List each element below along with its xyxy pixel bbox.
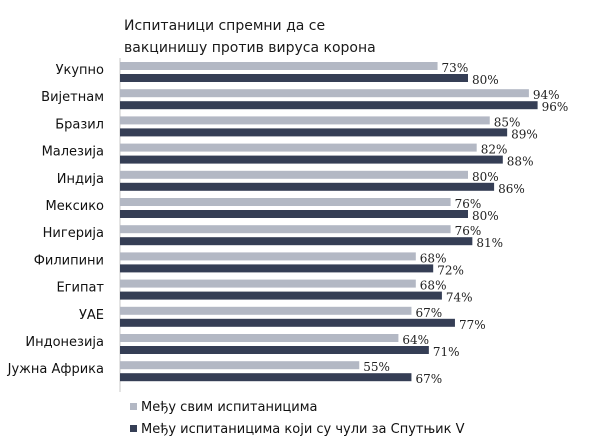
bar-all-respondents: [120, 252, 416, 261]
bars-group: Укупно 73%80%Вијетнам 94%96%Бразил 85%89%Ма…: [7, 61, 569, 386]
bar-value-label: 72%: [437, 263, 464, 277]
bar-value-label: 89%: [511, 127, 538, 141]
bar-value-label: 55%: [363, 360, 390, 374]
bar-sputnik-aware: [120, 373, 412, 382]
bar-value-label: 68%: [420, 251, 447, 265]
category-label: Египат: [56, 281, 104, 296]
bar-value-label: 80%: [472, 209, 499, 223]
bar-value-label: 96%: [542, 100, 569, 114]
bar-value-label: 68%: [420, 279, 447, 293]
bar-sputnik-aware: [120, 346, 429, 354]
category-label: Малезија: [42, 145, 104, 160]
category-label: Јужна Африка: [7, 362, 104, 377]
bar-sputnik-aware: [120, 74, 468, 82]
bar-sputnik-aware: [120, 237, 473, 246]
bar-sputnik-aware: [120, 155, 503, 164]
bar-value-label: 82%: [481, 143, 508, 157]
bar-value-label: 73%: [442, 61, 469, 75]
category-label: Бразил: [55, 117, 104, 132]
bar-value-label: 80%: [472, 73, 499, 87]
bar-all-respondents: [120, 89, 529, 98]
chart-title-line-1: Испитаници спремни да се: [124, 18, 325, 34]
legend-swatch-sputnik: [130, 425, 137, 432]
bar-sputnik-aware: [120, 210, 468, 218]
bar-all-respondents: [120, 334, 399, 342]
bar-value-label: 85%: [494, 115, 521, 129]
category-label: Индонезија: [25, 335, 104, 350]
bar-value-label: 74%: [446, 291, 473, 305]
bar-all-respondents: [120, 198, 451, 206]
category-label: УАЕ: [79, 308, 104, 323]
category-label: Вијетнам: [41, 90, 104, 105]
legend-label-all: Међу свим испитаницима: [141, 400, 317, 415]
bar-sputnik-aware: [120, 128, 508, 137]
bar-all-respondents: [120, 170, 468, 179]
bar-all-respondents: [120, 143, 477, 152]
chart-title-line-2: вакцинишу против вируса корона: [124, 40, 376, 56]
bar-all-respondents: [120, 116, 490, 125]
bar-value-label: 88%: [507, 155, 534, 169]
legend-label-sputnik: Међу испитаницима који су чули за Спутњи…: [141, 422, 465, 437]
bar-all-respondents: [120, 225, 451, 234]
bar-value-label: 81%: [476, 236, 503, 250]
bar-value-label: 80%: [472, 170, 499, 184]
bar-sputnik-aware: [120, 318, 455, 327]
category-label: Филипини: [34, 253, 104, 268]
bar-sputnik-aware: [120, 264, 434, 273]
bar-value-label: 64%: [402, 333, 429, 347]
bar-value-label: 76%: [455, 224, 482, 238]
bar-value-label: 86%: [498, 182, 525, 196]
category-label: Нигерија: [43, 226, 104, 241]
legend-swatch-all: [130, 403, 137, 410]
bar-value-label: 67%: [415, 372, 442, 386]
bar-all-respondents: [120, 361, 360, 370]
bar-value-label: 76%: [455, 197, 482, 211]
bar-all-respondents: [120, 279, 416, 288]
bar-all-respondents: [120, 62, 438, 70]
category-label: Укупно: [56, 63, 104, 78]
bar-value-label: 71%: [433, 345, 460, 359]
bar-value-label: 77%: [459, 318, 486, 332]
category-label: Мексико: [46, 199, 105, 214]
bar-sputnik-aware: [120, 182, 495, 191]
bar-value-label: 67%: [415, 306, 442, 320]
bar-all-respondents: [120, 306, 412, 315]
category-label: Индија: [57, 172, 104, 187]
bar-sputnik-aware: [120, 291, 442, 300]
bar-sputnik-aware: [120, 101, 538, 110]
legend: Међу свим испитаницима Међу испитаницима…: [130, 400, 465, 437]
bar-value-label: 94%: [533, 88, 560, 102]
